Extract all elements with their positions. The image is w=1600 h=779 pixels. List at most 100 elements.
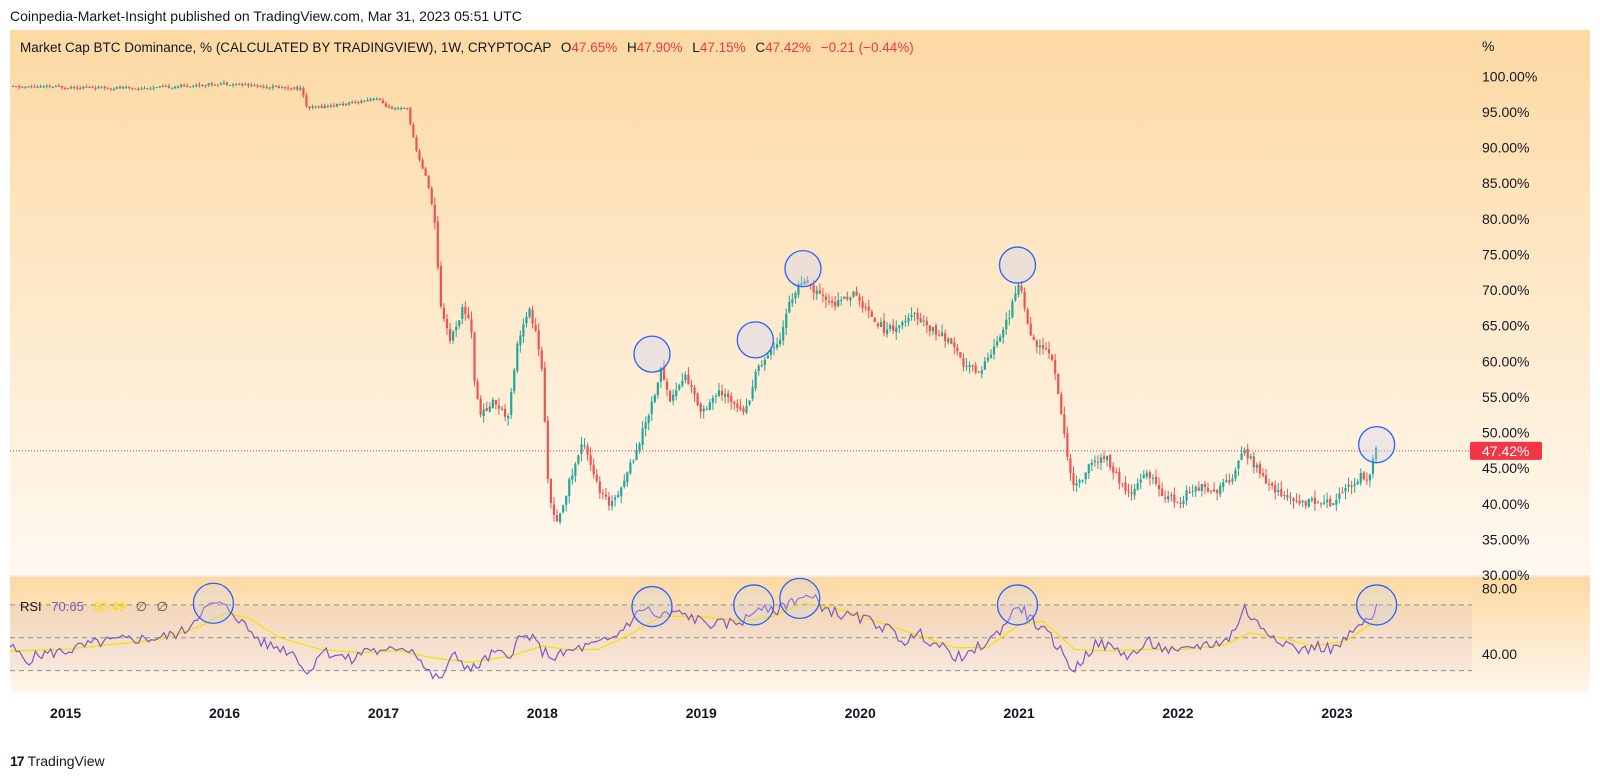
candle-body[interactable] <box>94 88 97 90</box>
candle-body[interactable] <box>1139 479 1142 483</box>
candle-body[interactable] <box>259 85 262 87</box>
candle-body[interactable] <box>299 87 302 90</box>
candle-body[interactable] <box>18 85 21 88</box>
candle-body[interactable] <box>788 301 791 313</box>
candle-body[interactable] <box>1106 456 1109 461</box>
candle-body[interactable] <box>632 460 635 463</box>
candle-body[interactable] <box>1362 472 1365 480</box>
candle-body[interactable] <box>277 86 281 89</box>
candle-body[interactable] <box>1047 349 1051 354</box>
candle-body[interactable] <box>1228 480 1231 483</box>
candle-body[interactable] <box>940 332 944 337</box>
candle-body[interactable] <box>910 314 913 317</box>
candle-body[interactable] <box>219 83 222 85</box>
candle-body[interactable] <box>971 365 974 367</box>
candle-body[interactable] <box>733 402 736 404</box>
candle-body[interactable] <box>430 188 433 205</box>
candle-body[interactable] <box>983 361 986 370</box>
candle-body[interactable] <box>889 325 892 329</box>
candle-body[interactable] <box>375 98 378 100</box>
candle-body[interactable] <box>305 95 308 107</box>
candle-body[interactable] <box>189 86 192 88</box>
candle-body[interactable] <box>70 87 73 89</box>
candle-body[interactable] <box>1066 433 1069 457</box>
candle-body[interactable] <box>121 87 125 89</box>
candle-body[interactable] <box>326 105 329 107</box>
candle-body[interactable] <box>73 87 76 89</box>
candle-body[interactable] <box>1014 293 1017 301</box>
candle-body[interactable] <box>748 400 751 405</box>
candle-body[interactable] <box>1029 323 1032 336</box>
candle-body[interactable] <box>338 103 342 106</box>
candle-body[interactable] <box>1185 490 1188 501</box>
candle-body[interactable] <box>63 87 67 89</box>
candle-body[interactable] <box>1286 494 1289 498</box>
candle-body[interactable] <box>864 307 867 309</box>
candle-body[interactable] <box>516 343 519 371</box>
candle-body[interactable] <box>1124 482 1127 492</box>
candle-body[interactable] <box>708 402 711 410</box>
candle-body[interactable] <box>702 408 705 412</box>
candle-body[interactable] <box>11 85 15 87</box>
candle-body[interactable] <box>980 370 983 374</box>
candle-body[interactable] <box>669 390 672 402</box>
candle-body[interactable] <box>1359 472 1362 484</box>
candle-body[interactable] <box>476 381 479 399</box>
candle-body[interactable] <box>1057 374 1060 395</box>
candle-body[interactable] <box>1371 458 1375 475</box>
candle-body[interactable] <box>155 87 158 89</box>
candle-body[interactable] <box>1130 492 1133 494</box>
candle-body[interactable] <box>1069 458 1072 474</box>
candle-body[interactable] <box>968 365 971 367</box>
candle-body[interactable] <box>286 87 290 89</box>
candle-body[interactable] <box>522 324 525 337</box>
candle-body[interactable] <box>745 405 748 413</box>
candle-body[interactable] <box>1240 453 1243 460</box>
candle-body[interactable] <box>525 316 528 324</box>
candle-body[interactable] <box>317 106 320 108</box>
candle-body[interactable] <box>21 86 24 88</box>
candle-body[interactable] <box>531 309 534 324</box>
candle-body[interactable] <box>283 87 287 89</box>
candle-body[interactable] <box>962 358 965 367</box>
candle-body[interactable] <box>992 346 996 355</box>
candle-body[interactable] <box>757 365 760 371</box>
candle-body[interactable] <box>482 409 485 417</box>
candle-body[interactable] <box>687 374 690 385</box>
candle-body[interactable] <box>1283 494 1286 496</box>
candle-body[interactable] <box>33 86 36 88</box>
candle-body[interactable] <box>488 406 491 412</box>
candle-body[interactable] <box>1316 502 1320 504</box>
candle-body[interactable] <box>690 385 693 387</box>
candle-body[interactable] <box>1112 466 1115 473</box>
candle-body[interactable] <box>137 88 140 90</box>
candle-body[interactable] <box>357 101 360 103</box>
candle-body[interactable] <box>210 83 213 86</box>
candle-body[interactable] <box>351 101 354 103</box>
candle-body[interactable] <box>950 338 953 344</box>
candle-body[interactable] <box>724 393 727 397</box>
candle-body[interactable] <box>720 391 724 396</box>
candle-body[interactable] <box>76 87 79 89</box>
candle-body[interactable] <box>986 357 990 361</box>
candle-body[interactable] <box>754 371 757 389</box>
candle-body[interactable] <box>876 323 880 326</box>
candle-body[interactable] <box>513 370 516 392</box>
candle-body[interactable] <box>320 105 323 108</box>
candle-body[interactable] <box>500 408 504 410</box>
candle-body[interactable] <box>1374 447 1378 460</box>
candle-body[interactable] <box>1127 490 1130 492</box>
candle-body[interactable] <box>323 105 326 109</box>
candle-body[interactable] <box>406 108 409 110</box>
candle-body[interactable] <box>452 331 455 341</box>
candle-body[interactable] <box>201 85 204 87</box>
candle-body[interactable] <box>91 87 94 89</box>
candle-body[interactable] <box>1304 501 1307 506</box>
candle-body[interactable] <box>112 88 116 90</box>
candle-body[interactable] <box>335 103 339 107</box>
candle-body[interactable] <box>1313 497 1317 505</box>
candle-body[interactable] <box>989 354 993 358</box>
candle-body[interactable] <box>913 313 916 315</box>
candle-body[interactable] <box>711 397 714 403</box>
candle-body[interactable] <box>791 299 794 303</box>
